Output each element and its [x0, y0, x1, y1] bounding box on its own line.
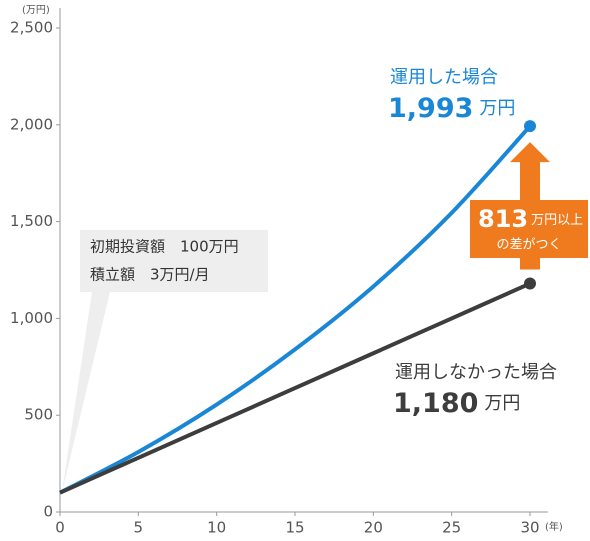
- y-tick-label: 2,000: [10, 115, 53, 133]
- x-tick-label: 30: [520, 519, 539, 537]
- series-name: 運用しなかった場合: [395, 362, 557, 383]
- gap-text: 万円以上: [531, 213, 583, 228]
- x-axis-label: (年): [545, 520, 563, 533]
- y-axis-label: (万円): [22, 5, 50, 16]
- x-tick-label: 20: [364, 519, 383, 537]
- x-tick-label: 10: [207, 519, 226, 537]
- end-point: [524, 120, 536, 133]
- note-box: [62, 230, 268, 492]
- series-line: [59, 281, 531, 495]
- note-line: 積立額 3万円/月: [90, 266, 210, 284]
- y-tick-label: 1,500: [10, 212, 53, 230]
- y-tick-label: 2,500: [10, 19, 53, 37]
- y-tick-label: 1,000: [10, 309, 53, 327]
- note-line: 初期投資額 100万円: [90, 238, 239, 256]
- value-unit: 万円: [479, 98, 515, 119]
- gap-box: [470, 200, 588, 258]
- gap-number: 813: [478, 205, 528, 233]
- series-line: [59, 124, 532, 495]
- x-tick-label: 25: [442, 519, 461, 537]
- end-point: [524, 277, 536, 290]
- value-label: 1,180 万円: [393, 388, 520, 419]
- value-number: 1,993: [388, 93, 473, 124]
- gap-text: の差がつく: [496, 238, 561, 253]
- y-tick-label: 500: [24, 406, 53, 424]
- x-tick-label: 5: [134, 519, 144, 537]
- value-label: 1,993 万円: [388, 93, 515, 124]
- value-unit: 万円: [484, 393, 520, 414]
- x-tick-label: 0: [55, 519, 65, 537]
- value-number: 1,180: [393, 388, 478, 419]
- series-name: 運用した場合: [390, 67, 498, 88]
- x-tick-label: 15: [285, 519, 304, 537]
- gap-label: 813 万円以上: [478, 205, 583, 233]
- y-tick-label: 0: [43, 503, 53, 521]
